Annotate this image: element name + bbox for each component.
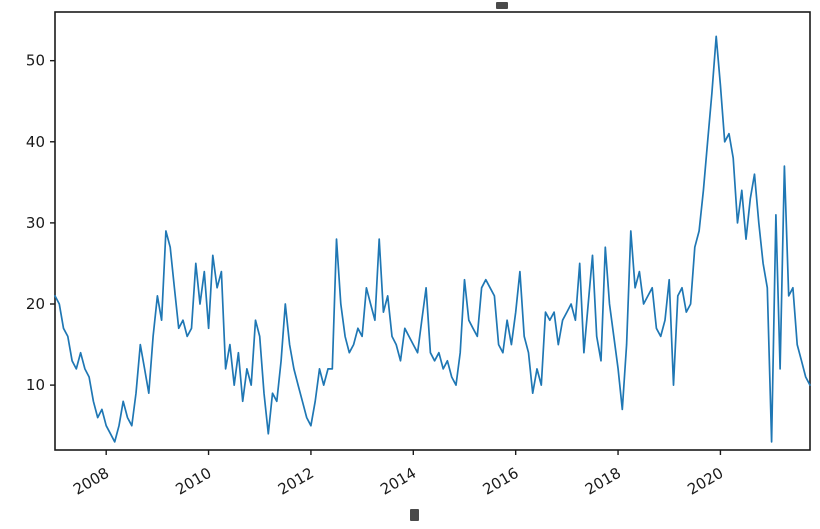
y-tick-label: 10 [26,376,45,394]
y-tick-label: 20 [26,295,45,313]
y-tick-label: 50 [26,52,45,70]
cropped-xlabel-artifact [410,509,419,521]
x-tick-label: 2010 [172,464,214,499]
x-tick-label: 2018 [582,464,624,499]
y-tick-label: 40 [26,133,45,151]
x-tick-label: 2008 [70,464,112,499]
x-tick-label: 2014 [377,464,419,499]
x-tick-label: 2016 [480,464,522,499]
axes-box [54,11,811,451]
y-tick-label: 30 [26,214,45,232]
data-series-line [54,35,811,443]
cropped-title-artifact [496,2,508,9]
x-tick-label: 2012 [275,464,317,499]
x-tick-label: 2020 [684,464,726,499]
